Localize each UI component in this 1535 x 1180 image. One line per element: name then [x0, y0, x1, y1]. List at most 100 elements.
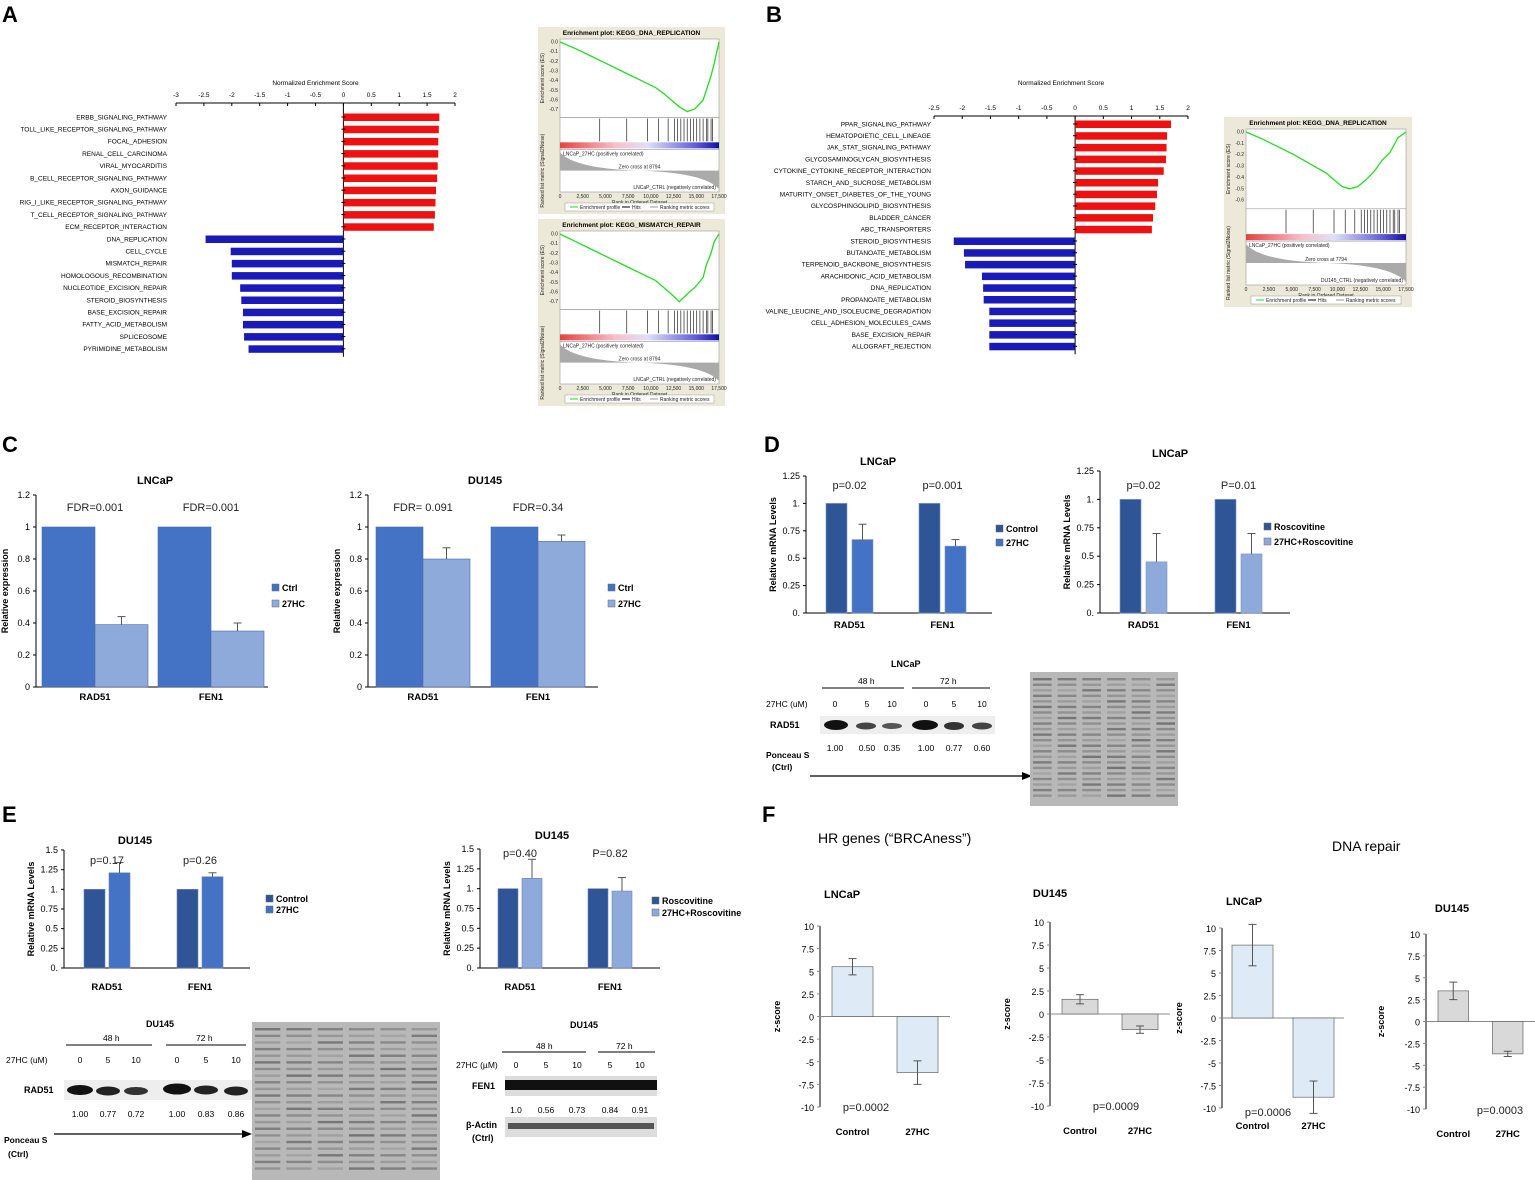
ponceau-band: [349, 1074, 375, 1077]
ponceau-band: [1156, 705, 1175, 709]
nes-bar: [343, 162, 438, 170]
y-tick-label: 7.5: [1031, 941, 1044, 951]
nes-bar: [343, 137, 439, 146]
rank-gradient-bar: [560, 334, 719, 341]
ponceau-bands: [1033, 678, 1175, 797]
gsea-plot-B-gsea: Enrichment plot: KEGG_DNA_REPLICATION 0.0…: [1224, 117, 1414, 307]
ponceau-band: [1033, 694, 1052, 698]
ponceau-band: [317, 1154, 343, 1157]
pathway-label: PPAR_SIGNALING_PATHWAY: [841, 121, 932, 128]
legend-label: 27HC: [618, 599, 642, 609]
ponceau-band: [1107, 761, 1126, 764]
nes-bar: [989, 342, 1076, 351]
pathway-label: MISMATCH_REPAIR: [105, 261, 167, 268]
bar: [537, 541, 586, 688]
ponceau-band: [1156, 700, 1175, 703]
y-tick-label: 5: [1039, 964, 1044, 974]
nes-bar: [1075, 190, 1157, 199]
y-tick-label: -7.5: [798, 1080, 814, 1090]
panel-label-d: D: [764, 432, 780, 457]
ponceau-band: [349, 1047, 375, 1051]
legend-swatch: [1263, 522, 1272, 531]
p-value-annotation: p=0.0006: [1245, 1107, 1291, 1119]
category-label: FEN1: [598, 982, 623, 993]
y-tick-label: 1.5: [45, 845, 58, 855]
pathway-label: HEMATOPOIETIC_CELL_LINEAGE: [826, 133, 932, 140]
pos-corr-label: LNCaP_27HC (positively correlated): [1249, 243, 1330, 249]
panel-label-f: F: [762, 802, 775, 827]
nes-bar: [981, 272, 1076, 281]
ponceau-band: [349, 1140, 375, 1144]
x-tick-label: 1: [397, 92, 401, 99]
rank-tick: 2,500: [576, 194, 589, 200]
ponceau-band: [286, 1114, 312, 1117]
ponceau-band: [1082, 788, 1101, 792]
x-tick-label: -1.5: [254, 92, 266, 99]
ponceau-band: [1131, 766, 1151, 770]
ponceau-band: [317, 1101, 343, 1104]
y-tick-label: -2.5: [1028, 1033, 1044, 1043]
enrichment-profile-line: [559, 41, 720, 113]
band-quantification: 0.86: [228, 1109, 245, 1119]
y-tick-label: 0.75: [40, 904, 58, 914]
legend-swatch: [271, 599, 280, 608]
legend-swatch: [265, 894, 274, 903]
y-tick-label: 1.25: [1076, 466, 1094, 476]
ponceau-band: [1082, 794, 1101, 797]
chart-title: Normalized Enrichment Score: [1018, 80, 1105, 87]
nes-bar: [983, 296, 1076, 304]
significance-annotation: FDR=0.001: [67, 502, 124, 514]
blot-band: [96, 1086, 120, 1096]
band-quantification: 0.50: [859, 743, 876, 753]
chart-title: DU145: [468, 475, 502, 487]
pathway-label: T_CELL_RECEPTOR_SIGNALING_PATHWAY: [30, 212, 167, 219]
chart-title: LNCaP: [860, 456, 896, 468]
pathway-label: FOCAL_ADHESION: [108, 139, 168, 146]
pathway-label: GLYCOSAMINOGLYCAN_BIOSYNTHESIS: [805, 156, 931, 163]
es-tick: -0.3: [1235, 164, 1244, 170]
ponceau-band: [380, 1028, 406, 1031]
protein-label: FEN1: [472, 1081, 495, 1091]
ponceau-band: [380, 1047, 406, 1051]
ponceau-band: [349, 1041, 375, 1044]
bar: [157, 526, 212, 688]
y-tick-label: -5: [1036, 1056, 1044, 1066]
ponceau-band: [380, 1101, 406, 1104]
ponceau-band: [286, 1087, 312, 1091]
ponceau-band: [1082, 705, 1101, 709]
ponceau-band: [411, 1114, 437, 1117]
y-tick-label: 0.5: [787, 553, 800, 563]
ponceau-band: [411, 1087, 437, 1091]
legend-label: Roscovitine: [662, 896, 713, 906]
ponceau-band: [349, 1107, 375, 1111]
ponceau-band: [411, 1094, 437, 1097]
rank-tick: 17,500: [711, 386, 727, 392]
treatment-label: 27HC (uM): [6, 1055, 48, 1065]
pathway-label: CYTOKINE_CYTOKINE_RECEPTOR_INTERACTION: [774, 168, 931, 175]
band-quantification: 1.00: [72, 1109, 89, 1119]
ponceau-band: [1082, 733, 1101, 736]
band-quantification: 0.73: [569, 1105, 586, 1115]
ranking-metric-area: [560, 344, 719, 381]
dose-label: 5: [608, 1060, 613, 1070]
y-tick-label: 1: [25, 522, 30, 532]
y-axis-label: z-score: [1376, 1006, 1386, 1038]
ponceau-band: [380, 1167, 406, 1170]
legend-label: Enrichment profile: [1266, 298, 1307, 304]
bar: [94, 624, 149, 688]
gsea-title: Enrichment plot: KEGG_MISMATCH_REPAIR: [562, 222, 701, 229]
ponceau-band: [380, 1067, 406, 1071]
zero-cross-label: Zero cross at 7794: [1305, 257, 1347, 263]
time-label: 72 h: [616, 1041, 633, 1051]
legend-label: Ctrl: [618, 583, 634, 593]
bar: [1214, 499, 1237, 614]
y-axis-label: Relative expression: [0, 549, 10, 634]
ponceau-band: [1057, 700, 1077, 703]
nes-bar: [1075, 202, 1156, 210]
blot-band: [124, 1087, 148, 1095]
ponceau-band: [255, 1067, 281, 1071]
dose-label: 10: [231, 1055, 241, 1065]
bar: [422, 558, 471, 688]
es-tick: -0.5: [549, 280, 558, 286]
ponceau-band: [1156, 739, 1175, 742]
